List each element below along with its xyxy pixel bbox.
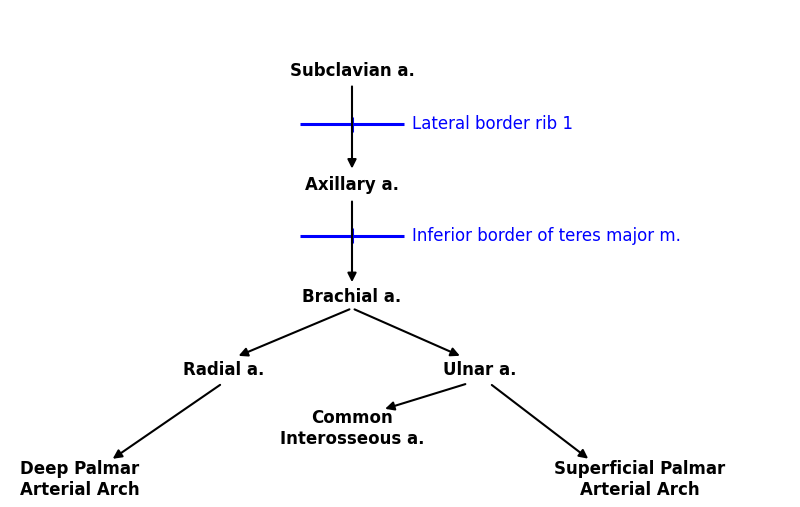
Text: Ulnar a.: Ulnar a. (443, 361, 517, 379)
Text: Inferior border of teres major m.: Inferior border of teres major m. (412, 227, 681, 245)
Text: Common
Interosseous a.: Common Interosseous a. (280, 409, 424, 448)
Text: Radial a.: Radial a. (183, 361, 265, 379)
Text: Subclavian a.: Subclavian a. (290, 62, 414, 80)
Text: Superficial Palmar
Arterial Arch: Superficial Palmar Arterial Arch (554, 460, 726, 498)
Text: Lateral border rib 1: Lateral border rib 1 (412, 115, 573, 133)
Text: Brachial a.: Brachial a. (302, 287, 402, 306)
Text: Deep Palmar
Arterial Arch: Deep Palmar Arterial Arch (20, 460, 140, 498)
Text: Axillary a.: Axillary a. (305, 176, 399, 194)
